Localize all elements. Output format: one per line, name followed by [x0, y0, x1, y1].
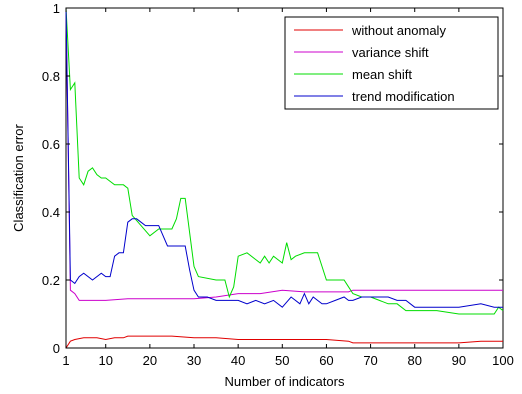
x-tick-label: 100 [492, 353, 514, 368]
y-tick-label: 0.4 [42, 205, 60, 220]
y-tick-label: 0 [53, 341, 60, 356]
series-line-trend-modification [65, 7, 503, 308]
x-tick-label: 10 [98, 353, 112, 368]
x-tick-label: 1 [62, 353, 69, 368]
series-line-variance-shift [65, 7, 503, 301]
x-axis-title: Number of indicators [225, 374, 345, 389]
legend-label: without anomaly [351, 23, 446, 38]
legend: without anomaly variance shift mean shift t… [284, 16, 499, 110]
x-tick-label: 80 [407, 353, 421, 368]
y-tick-label: 0.6 [42, 137, 60, 152]
x-tick-label: 70 [363, 353, 377, 368]
x-tick-label: 20 [143, 353, 157, 368]
x-tick-label: 30 [187, 353, 201, 368]
x-tick-label: 40 [231, 353, 245, 368]
x-tick-label: 90 [452, 353, 466, 368]
y-tick-label: 0.8 [42, 69, 60, 84]
series-line-without-anomaly [65, 335, 503, 349]
legend-box [284, 16, 499, 110]
x-tick-label: 60 [319, 353, 333, 368]
series-layer [65, 7, 504, 349]
ticks-layer: 1 10 20 30 40 50 60 70 80 90 100 0 0.2 0.4 0.6 0.8 1 [42, 1, 514, 368]
y-axis-title: Classification error [11, 124, 26, 232]
series-line-mean-shift [65, 7, 504, 315]
x-tick-label: 50 [275, 353, 289, 368]
y-tick-label: 1 [53, 1, 60, 16]
legend-label: mean shift [352, 67, 412, 82]
y-tick-label: 0.2 [42, 273, 60, 288]
legend-label: trend modification [352, 89, 455, 104]
legend-label: variance shift [352, 45, 429, 60]
